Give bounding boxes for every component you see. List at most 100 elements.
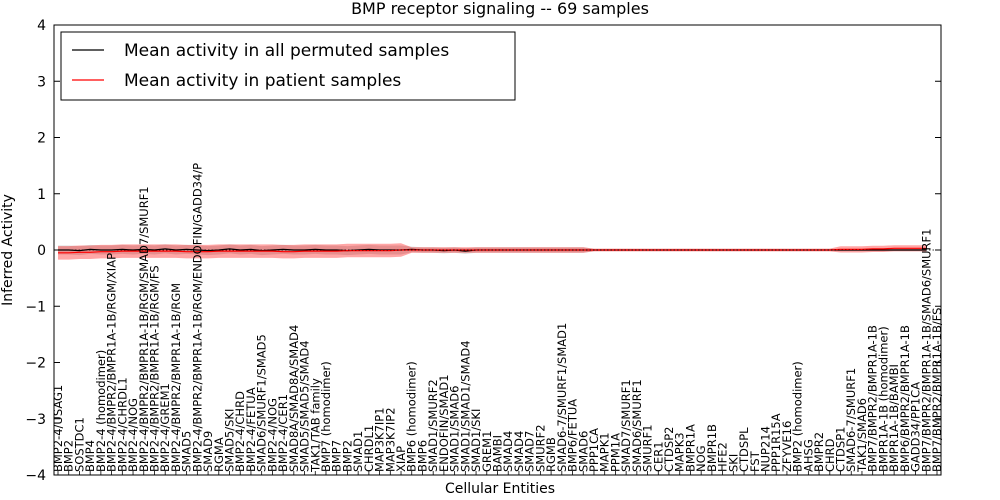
x-tick-label: CTDSP2 [662,427,676,472]
x-tick-label: BMP2-4/CER1 [276,394,290,472]
x-tick-label: SMAD1/SMURF2 [426,379,440,472]
y-tick-label: 2 [37,131,46,147]
x-tick-label: BMP2-4/BMPR2/BMPR1A-1B/RGM/ENDOFIN/GADD3… [190,163,204,472]
x-tick-label: SMAD7/SMURF1 [619,379,633,472]
x-tick-label: HFE2 [716,442,730,472]
x-tick-label: SMAD4 [512,431,526,472]
y-tick-label: 3 [37,74,46,90]
x-tick-label: SMAD7 [523,431,537,472]
x-tick-label: MAPK3 [673,432,687,472]
x-tick-label: BMP2-4/BMPR2/BMPR1A-1B/RGM/XIAP [105,253,119,472]
x-tick-label: BMP2-4/CHRD [233,391,247,472]
x-tick-label: BAMBI [491,435,505,472]
x-tick-label: PPP1R15A [769,413,783,472]
chart-title: BMP receptor signaling -- 69 samples [351,0,649,18]
x-tick-label: SMAD1 [351,431,365,472]
x-tick-label: MAPK1 [598,432,612,472]
x-tick-label: BMP2-4/NOG [265,398,279,472]
x-tick-label: BMP6 [416,440,430,472]
x-tick-label: TAK1/TAB family [308,378,322,473]
x-tick-label: BMPR1A-1B (homodimer) [876,326,890,472]
x-tick-label: SMURF2 [533,424,547,472]
patient-band [58,243,927,260]
y-tick-label: −2 [25,356,46,372]
x-tick-label: NOG [694,445,708,472]
x-tick-label: ZFYVE16 [780,421,794,472]
x-tick-label: SMAD8A/SMAD8A/SMAD4 [287,325,301,472]
x-tick-label: SOSTDC1 [72,417,86,472]
x-tick-label: SMAD5/SMAD5/SMAD4 [298,340,312,472]
x-tick-label: BMP2 (homodimer) [791,361,805,472]
x-tick-label: CTDSP1 [834,427,848,472]
x-tick-label: SKI [726,454,740,472]
x-tick-label: BMP2-4/GREM1 [158,383,172,472]
y-tick-label: 4 [37,18,46,34]
x-tick-label: SMAD6-7/SMURF1 [844,368,858,472]
x-axis-label: Cellular Entities [445,481,555,497]
x-tick-label: SMAD1/SMAD1/SMAD4 [458,340,472,472]
x-tick-label: BMP6 (homodimer) [405,361,419,472]
x-tick-label: BMP2-4 (homodimer) [94,350,108,472]
x-tick-label: BMP7 [330,440,344,472]
x-tick-label: BMP2-4/BMPR2/BMPR1A-1B/RGM [169,283,183,472]
x-tick-label: BMP7/BMPR2/BMPR1A-1B/SMAD6/SMURF1 [919,229,933,472]
x-tick-label: SMURF1 [641,424,655,472]
x-tick-label: FST [748,450,762,472]
x-tick-label: PPM1A [608,433,622,472]
legend-label-permuted: Mean activity in all permuted samples [124,41,449,61]
x-tick-label: NUP214 [759,426,773,472]
x-tick-label: BMP2-4/NOG [126,398,140,472]
x-tick-label: SMAD1/SMAD6 [448,386,462,472]
x-tick-label: SMAD9 [201,431,215,472]
x-tick-label: SMAD6/SMURF1/SMAD5 [255,334,269,472]
x-tick-label: BMP2 [340,440,354,472]
x-tick-label: RGMB [544,437,558,472]
x-tick-label: BMP2-4/USAG1 [51,385,65,472]
x-tick-label: BMP2-4/FETUA [244,387,258,472]
x-tick-label: SMAD6 [576,431,590,472]
legend-box [60,31,516,101]
x-tick-label: BMP6/BMPR2/BMPR1A-1B [898,325,912,472]
x-tick-label: CHRDL1 [362,425,376,472]
y-tick-label: −3 [25,412,46,428]
x-tick-label: BMPR1A-1B/BAMBI [887,364,901,472]
x-tick-label: CER1 [651,441,665,472]
y-tick-label: −1 [25,299,46,315]
x-tick-label: BMPR1A [684,424,698,472]
x-tick-label: BMP2-4/BMPR2/BMPR1A-1B/RGM/FS [148,265,162,472]
x-tick-label: TAK1/SMAD6 [855,398,869,473]
x-tick-label: PPP1CA [587,428,601,472]
x-tick-label: BMPR1B [705,424,719,472]
x-tick-label: BMPR2 [812,432,826,472]
x-tick-label: SMAD6-7/SMURF1/SMAD1 [555,323,569,472]
x-tick-label: BMP4 [83,440,97,472]
x-tick-label: GADD34/PP1CA [909,382,923,472]
x-tick-label: MAP3K7IP1 [373,407,387,472]
y-axis-label: Inferred Activity [0,194,16,306]
x-tick-label: BMP6/FETUA [566,399,580,472]
x-tick-label: CTDSPL [737,427,751,472]
x-tick-label: MAP3K7IP2 [383,407,397,472]
x-tick-label: ENDOFIN/SMAD1 [437,374,451,472]
legend-label-patient: Mean activity in patient samples [124,71,401,91]
x-tick-label: BMP7/BMPR2/BMPR1A-1B/FS [930,308,944,472]
y-tick-label: −4 [25,468,46,484]
x-tick-label: BMP2-4/CHRDL1 [115,377,129,472]
x-tick-label: CHRD [823,438,837,472]
x-tick-label: SMAD6/SMURF1 [630,379,644,472]
x-tick-label: RGMA [212,437,226,472]
x-tick-label: SMAD4 [501,431,515,472]
y-tick-label: 0 [37,243,46,259]
x-tick-label: XIAP [394,446,408,472]
y-axis: −4 −3 −2 −1 0 1 2 3 4 [25,18,941,484]
x-tick-label: BMP7 (homodimer) [319,361,333,472]
x-tick-label: SMAD5 [180,431,194,472]
y-tick-label: 1 [37,187,46,203]
x-tick-label: SMAD5/SKI [223,409,237,472]
x-tick-label: BMP2 [62,440,76,472]
x-tick-label: GREM1 [480,431,494,472]
legend: Mean activity in all permuted samples Me… [60,31,516,101]
x-tick-label: AHSG [801,439,815,472]
